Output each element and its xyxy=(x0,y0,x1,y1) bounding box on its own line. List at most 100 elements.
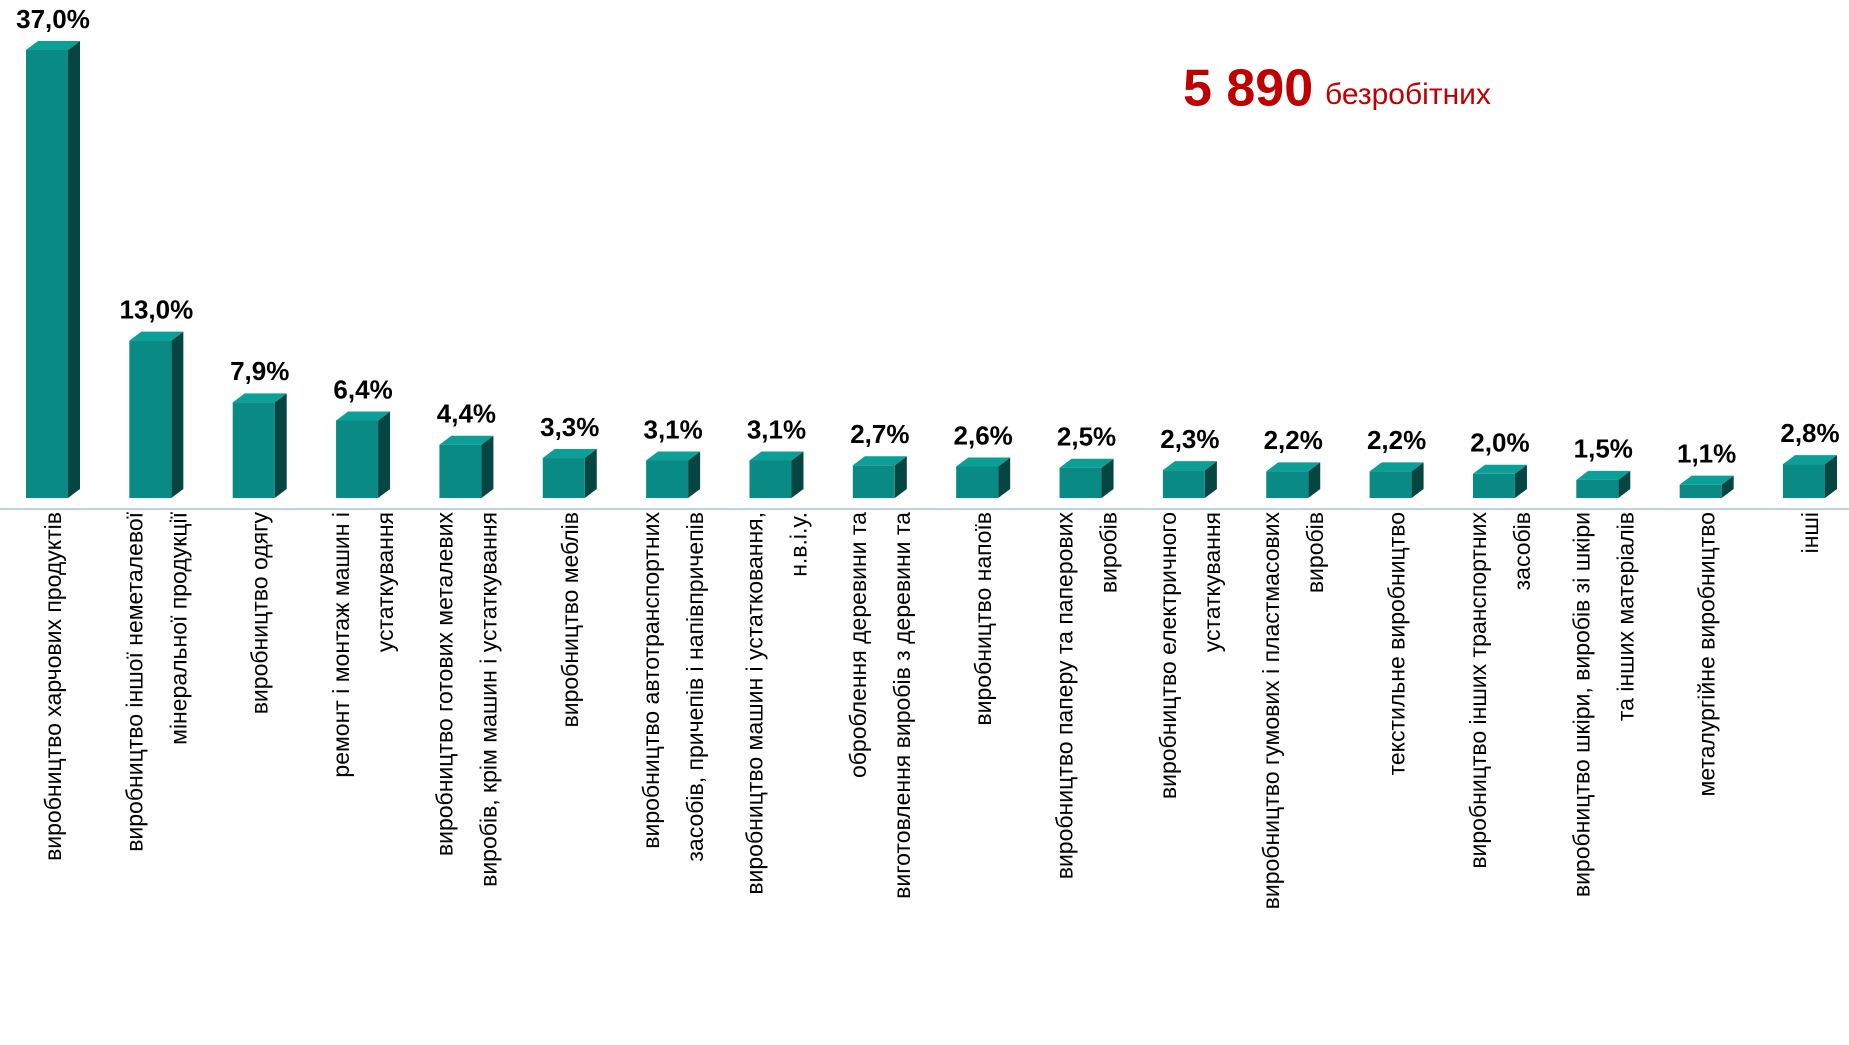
value-label: 7,9% xyxy=(230,356,289,386)
bar xyxy=(439,435,494,498)
bar xyxy=(542,449,597,498)
bar-side xyxy=(688,451,701,498)
bar-front xyxy=(336,420,379,498)
bar-top xyxy=(1472,464,1527,474)
value-label: 3,3% xyxy=(540,412,599,442)
bar-front xyxy=(129,340,172,498)
value-label: 2,0% xyxy=(1470,428,1529,458)
value-label: 1,5% xyxy=(1574,434,1633,464)
label-line: виготовлення виробів з деревини та xyxy=(889,512,915,899)
bar-top xyxy=(646,451,701,461)
bar-side xyxy=(1721,475,1734,498)
x-tick-label: виробництво напоїв xyxy=(970,512,996,726)
label-line: виробництво інших транспортних xyxy=(1465,512,1491,869)
label-line: виробництво машин і устатковання, xyxy=(741,512,767,895)
label-line: виробництво напоїв xyxy=(970,512,996,726)
bar-front xyxy=(542,458,585,498)
bar-front xyxy=(1472,473,1515,498)
x-tick-label: ремонт і монтаж машин і устаткування xyxy=(328,512,398,778)
bar xyxy=(749,451,804,498)
bar-front xyxy=(852,465,895,498)
bar-top xyxy=(852,456,907,466)
label-line: виробів xyxy=(1302,512,1328,593)
label-line: ремонт і монтаж машин і xyxy=(328,512,354,778)
label-line: виробництво іншої неметалевої xyxy=(121,511,147,851)
x-tick-label: виробництво шкіри, виробів зі шкіри та ін… xyxy=(1568,512,1638,897)
value-label: 2,3% xyxy=(1160,424,1219,454)
bar-front xyxy=(1679,484,1722,498)
bar-top xyxy=(956,457,1011,467)
bar xyxy=(1679,475,1734,498)
label-line: виробництво харчових продуктів xyxy=(40,512,66,861)
x-tick-label: виробництво інших транспортних засобів xyxy=(1465,512,1535,869)
total-label: безробітних xyxy=(1325,78,1491,111)
bar-top xyxy=(542,449,597,459)
bar xyxy=(1369,462,1424,498)
bar-front xyxy=(1162,470,1205,498)
bar-top xyxy=(1059,458,1114,468)
bar xyxy=(1266,462,1321,498)
bar-top xyxy=(1369,462,1424,472)
value-label: 2,7% xyxy=(850,419,909,449)
label-line: виробництво шкіри, виробів зі шкіри xyxy=(1568,512,1594,897)
bar-front xyxy=(1783,464,1825,498)
value-label: 2,6% xyxy=(954,420,1013,450)
bar-top xyxy=(749,451,804,461)
bar-top xyxy=(129,331,184,341)
x-tick-label: виробництво харчових продуктів xyxy=(40,512,66,861)
bar-side xyxy=(481,435,494,498)
bar xyxy=(956,457,1011,498)
bar-top xyxy=(26,41,80,50)
bar-front xyxy=(439,444,482,498)
value-label: 2,5% xyxy=(1057,422,1116,452)
bar xyxy=(1576,470,1631,498)
value-label: 3,1% xyxy=(643,414,702,444)
bar-front xyxy=(232,402,275,498)
bar xyxy=(336,411,391,498)
bar-front xyxy=(1059,467,1102,498)
bar-side xyxy=(378,411,391,498)
bar xyxy=(1162,461,1217,498)
bar xyxy=(1472,464,1527,498)
bar xyxy=(26,41,80,498)
x-tick-label: виробництво гумових і пластмасових виробі… xyxy=(1258,512,1328,910)
label-line: виробництво готових металевих xyxy=(431,512,457,857)
bar-top xyxy=(1576,470,1631,480)
label-line: виробництво меблів xyxy=(557,512,583,727)
x-tick-label: інші xyxy=(1797,512,1823,553)
label-line: виробництво одягу xyxy=(247,512,273,715)
x-tick-label: виробництво машин і устатковання, н.в.і.у… xyxy=(741,512,811,895)
bar-top xyxy=(1266,462,1321,472)
bar-top xyxy=(1679,475,1734,485)
value-label: 2,2% xyxy=(1264,425,1323,455)
label-line: та інших матеріалів xyxy=(1612,512,1638,721)
label-line: текстильне виробництво xyxy=(1384,512,1410,775)
label-line: засобів xyxy=(1509,512,1535,590)
bar-front xyxy=(26,50,68,498)
bar xyxy=(1783,455,1837,498)
x-tick-label: виробництво одягу xyxy=(247,512,273,715)
bar xyxy=(646,451,701,498)
x-tick-label: металургійне виробництво xyxy=(1694,512,1720,796)
x-tick-label: виробництво меблів xyxy=(557,512,583,727)
bar-side xyxy=(1101,458,1114,498)
bar-side xyxy=(894,456,907,498)
total-value: 5 890 xyxy=(1183,60,1313,118)
bar-front xyxy=(1369,471,1412,498)
x-tick-label: текстильне виробництво xyxy=(1384,512,1410,775)
bar xyxy=(1059,458,1114,498)
bar xyxy=(852,456,907,498)
value-label: 13,0% xyxy=(119,294,193,324)
bar-front xyxy=(1576,479,1619,498)
x-tick-label: оброблення деревини та виготовлення вироб… xyxy=(845,512,915,899)
value-label: 37,0% xyxy=(16,4,90,34)
bar-side xyxy=(1825,455,1837,498)
bar-top xyxy=(1783,455,1837,465)
bar-side xyxy=(1514,464,1527,498)
label-line: засобів, причепів і напівпричепів xyxy=(682,512,708,862)
bar-side xyxy=(68,41,80,498)
bar-side xyxy=(584,449,597,498)
bar-side xyxy=(1618,470,1631,498)
value-label: 2,8% xyxy=(1780,418,1839,448)
bar-front xyxy=(1266,471,1309,498)
